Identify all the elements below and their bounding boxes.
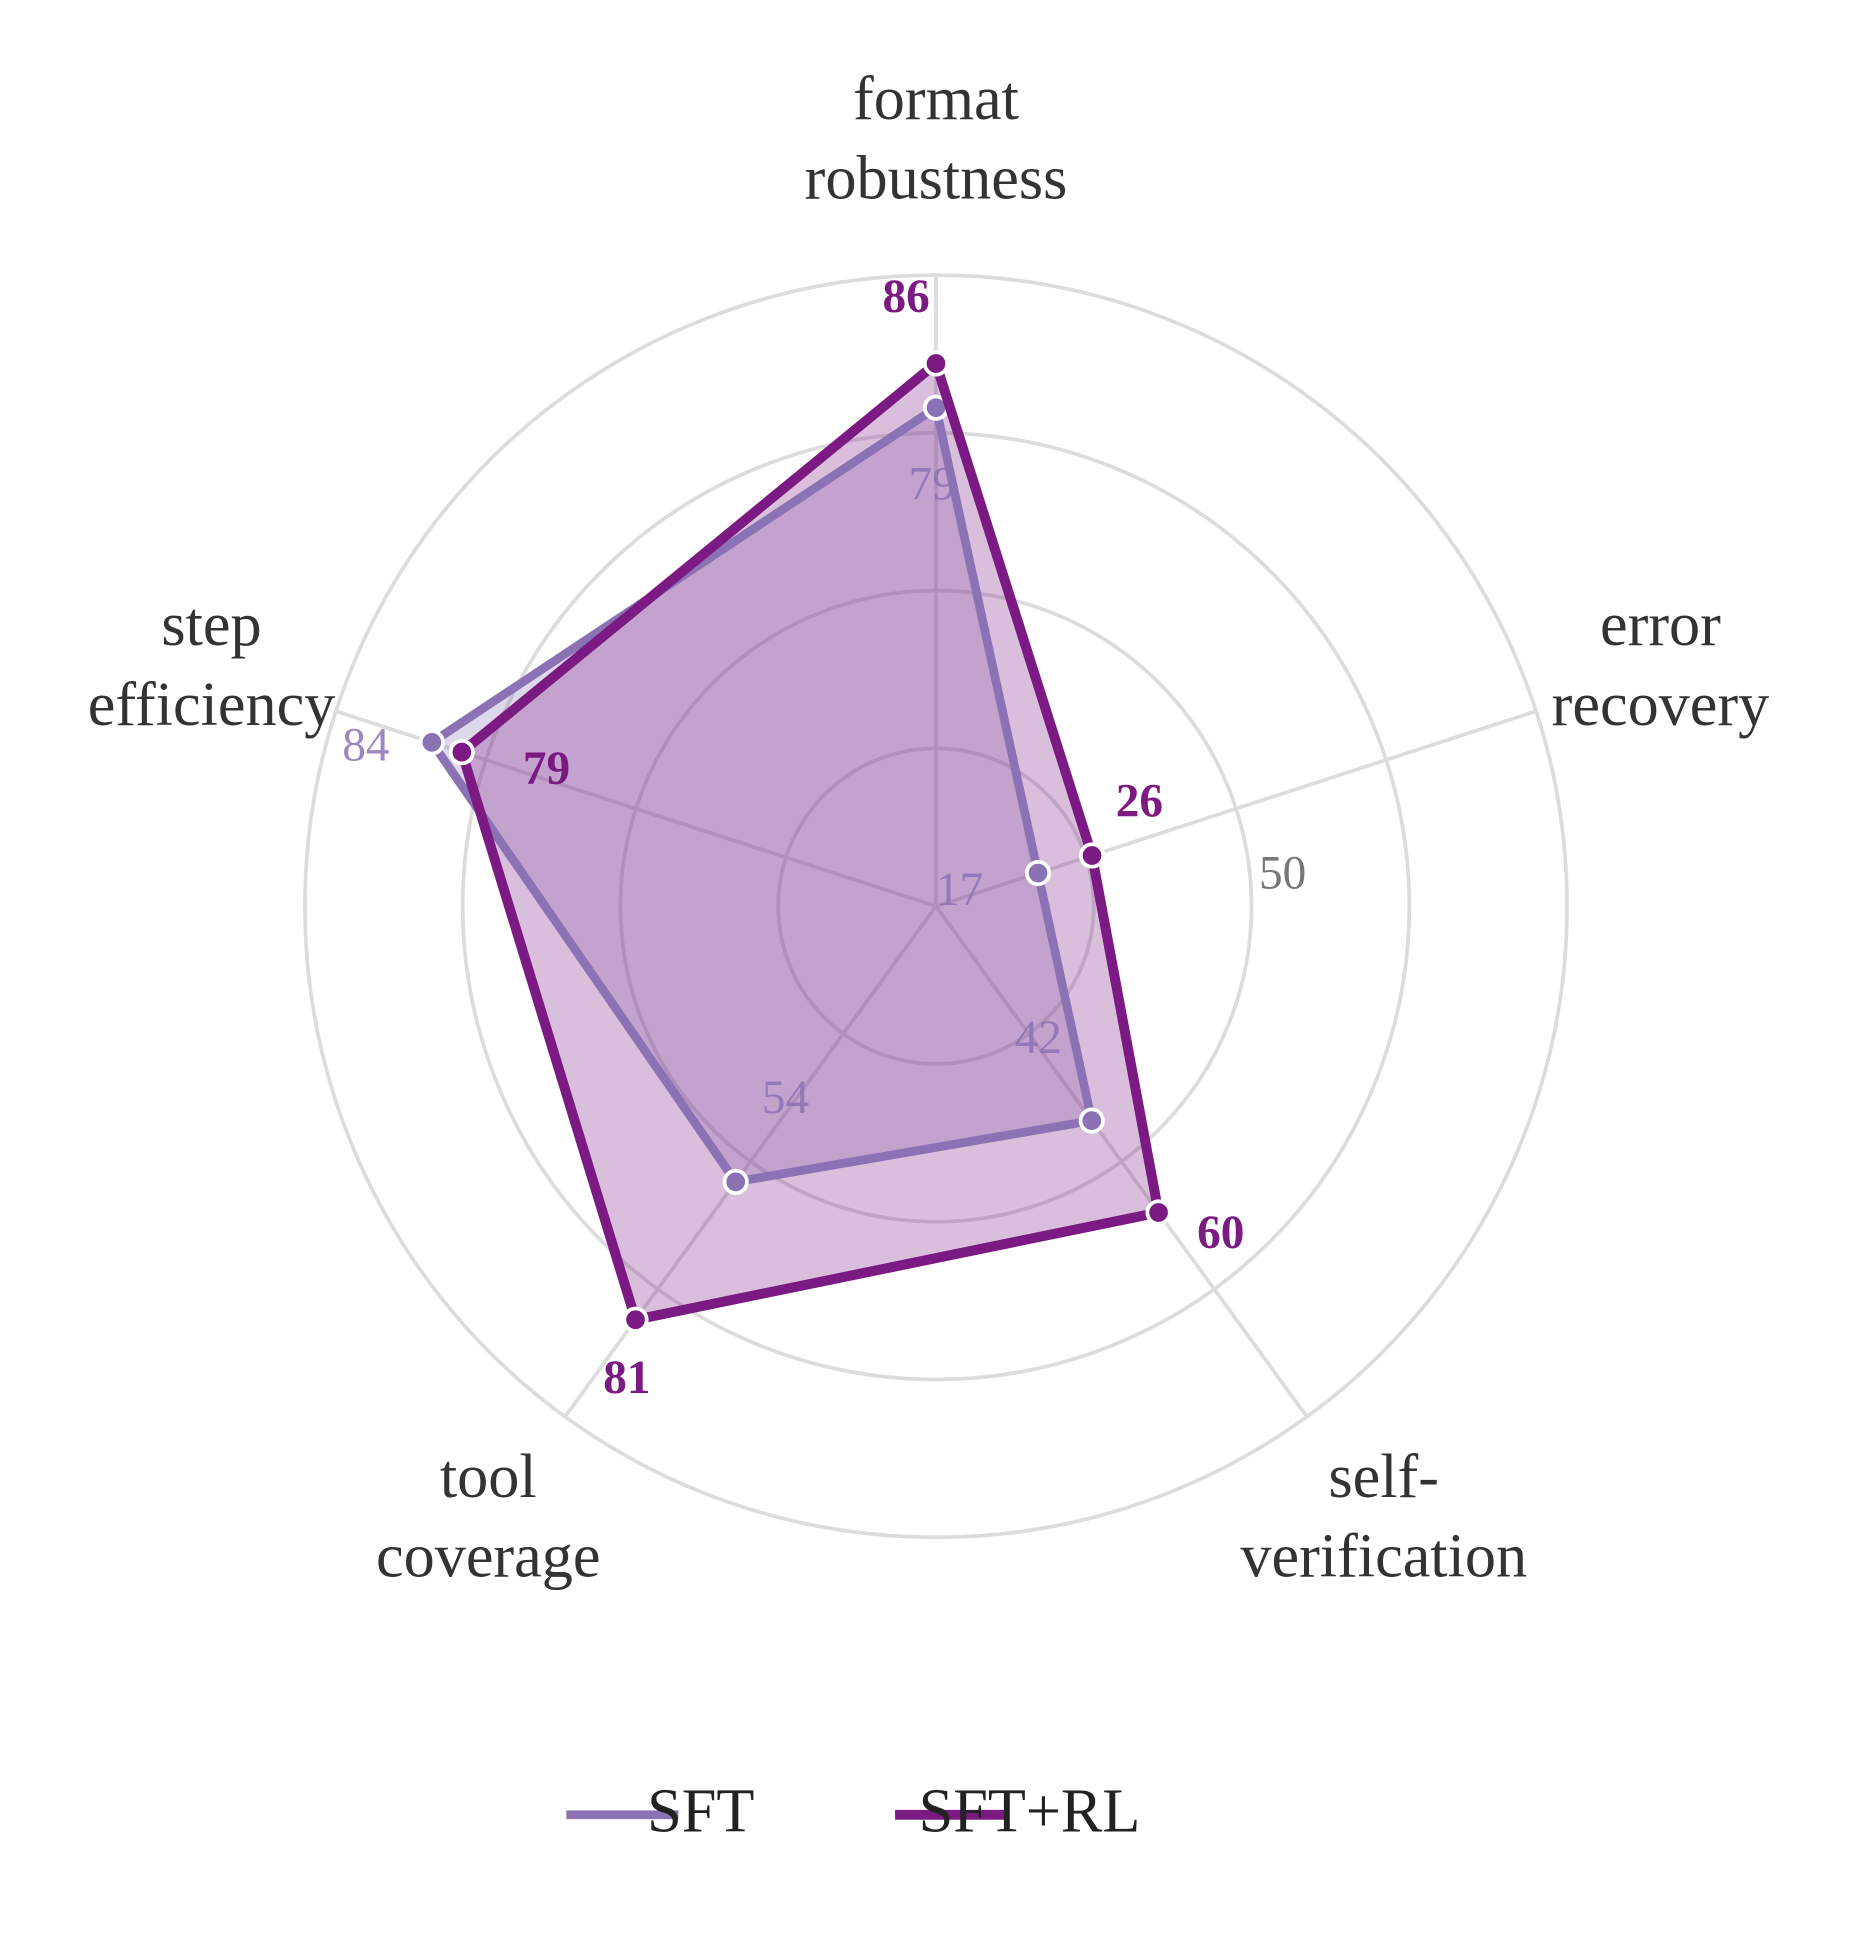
point xyxy=(1078,842,1106,869)
value-label: 79 xyxy=(909,458,956,510)
category-label: robustness xyxy=(805,145,1068,213)
value-label: 26 xyxy=(1116,776,1163,828)
axis-spoke xyxy=(934,905,1309,1418)
axis-spoke xyxy=(563,905,938,1418)
series-line xyxy=(456,358,1164,1325)
r-tick-label: 50 xyxy=(1259,847,1306,899)
point xyxy=(418,729,445,756)
category-label: step xyxy=(161,591,261,659)
series-area xyxy=(431,407,1092,1182)
point xyxy=(448,739,475,766)
legend-label: SFT xyxy=(647,1778,754,1846)
point xyxy=(622,1306,649,1333)
point xyxy=(722,1168,749,1195)
point xyxy=(1145,1199,1172,1226)
value-label: 84 xyxy=(342,720,389,772)
category-label: recovery xyxy=(1552,671,1770,739)
legend-label: SFT+RL xyxy=(919,1778,1141,1846)
category-label: verification xyxy=(1240,1523,1527,1591)
category-label: error xyxy=(1600,591,1721,659)
value-label: 42 xyxy=(1015,1012,1062,1064)
value-label: 81 xyxy=(603,1352,650,1404)
category-label: format xyxy=(853,65,1019,133)
point xyxy=(1078,1107,1105,1134)
category-label: tool xyxy=(440,1443,537,1511)
category-label: self- xyxy=(1328,1443,1439,1511)
value-label: 60 xyxy=(1197,1207,1244,1259)
series-area xyxy=(461,363,1159,1320)
point xyxy=(1024,859,1052,887)
value-label: 54 xyxy=(762,1072,809,1124)
category-label: coverage xyxy=(376,1523,601,1591)
point xyxy=(922,350,950,377)
value-label: 79 xyxy=(523,743,570,795)
value-label: 17 xyxy=(936,864,983,916)
series-line xyxy=(427,403,1097,1187)
category-label: efficiency xyxy=(88,671,336,739)
value-label: 86 xyxy=(882,271,929,323)
